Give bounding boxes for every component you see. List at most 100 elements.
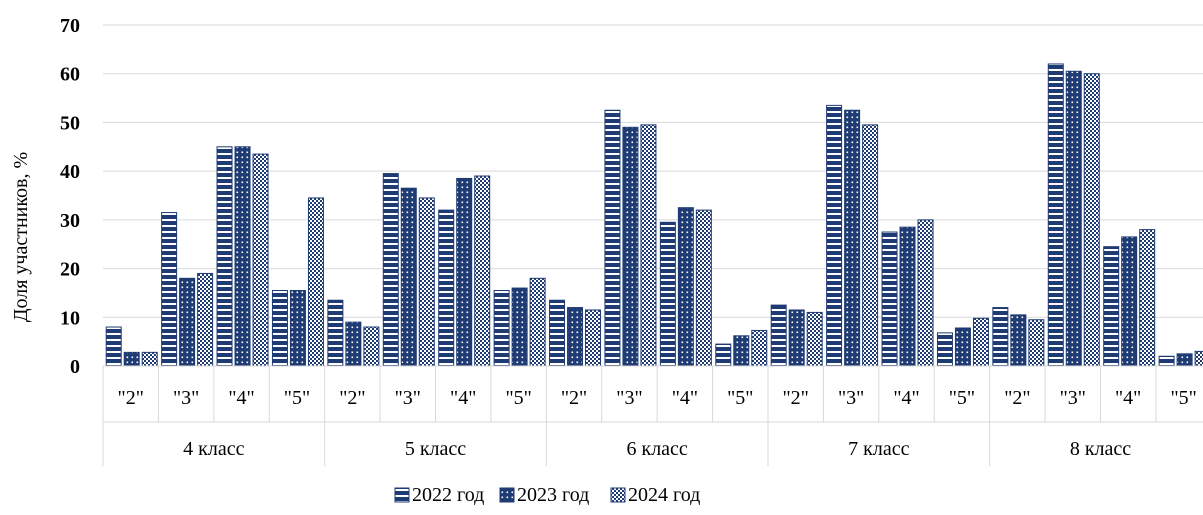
bar: [826, 104, 843, 367]
x-tick-label: "5": [505, 387, 531, 409]
bar: [1176, 353, 1193, 367]
bar: [1139, 229, 1156, 367]
legend-label: 2023 год: [517, 484, 589, 506]
bar: [862, 124, 879, 367]
gridlines: 0 10 20 30 40 50 60 70: [60, 15, 1203, 378]
bar: [954, 327, 971, 367]
bar: [788, 309, 805, 367]
x-tick-label: "2": [561, 387, 587, 409]
axes: "2" "3" "4" "5" "2" "3" "4" "5" "2" "3" "4" "5" "2" "…: [102, 365, 1203, 466]
x-tick-label: "2": [118, 387, 144, 409]
bar: [1194, 350, 1203, 367]
bar: [1010, 314, 1027, 367]
x-tick-label: "4": [672, 387, 698, 409]
bar: [289, 289, 306, 367]
bars: [105, 63, 1203, 367]
bar: [640, 124, 657, 367]
bar: [179, 277, 196, 367]
bar: [197, 272, 214, 367]
bar: [992, 307, 1009, 367]
bar: [659, 221, 676, 367]
y-tick-label: 10: [60, 307, 80, 329]
bar: [327, 299, 344, 367]
bar: [917, 219, 934, 367]
bar: [844, 109, 861, 367]
y-tick-label: 70: [60, 15, 80, 37]
bar: [549, 299, 566, 367]
x-tick-label: "4": [1115, 387, 1141, 409]
bar: [751, 329, 768, 367]
y-tick-label: 50: [60, 112, 80, 134]
x-tick-label: "3": [173, 387, 199, 409]
legend-swatch: [610, 487, 626, 503]
y-tick-label: 30: [60, 210, 80, 232]
bar: [567, 307, 584, 367]
bar: [972, 317, 989, 367]
bar: [1158, 355, 1175, 367]
x-tick-label: "3": [395, 387, 421, 409]
bar: [438, 209, 455, 367]
bar: [474, 175, 491, 367]
legend-label: 2022 год: [412, 484, 484, 506]
bar: [307, 197, 324, 367]
y-axis-title: Доля участников, %: [10, 152, 32, 322]
bar: [418, 197, 435, 367]
bar: [1047, 63, 1064, 367]
bar: [1065, 70, 1082, 367]
x-group-label: 4 класс: [183, 438, 244, 460]
bar: [695, 209, 712, 367]
bar: [216, 146, 233, 367]
legend: 2022 год 2023 год 2024 год: [394, 484, 700, 506]
x-tick-label: "3": [838, 387, 864, 409]
x-group-label: 5 класс: [405, 438, 466, 460]
bar: [770, 304, 787, 367]
bar: [252, 153, 269, 367]
y-tick-label: 0: [70, 356, 80, 378]
bar: [806, 311, 823, 367]
x-group-label: 8 класс: [1070, 438, 1131, 460]
bar: [400, 187, 417, 367]
bar: [234, 146, 251, 367]
bar: [363, 326, 380, 367]
x-tick-label: "5": [284, 387, 310, 409]
bar: [715, 343, 732, 367]
bar: [345, 321, 362, 367]
x-group-label: 6 класс: [626, 438, 687, 460]
bar: [881, 231, 898, 367]
x-tick-label: "4": [228, 387, 254, 409]
bar: [733, 335, 750, 367]
bar: [677, 207, 694, 367]
bar: [1103, 246, 1120, 367]
x-group-label: 7 класс: [848, 438, 909, 460]
x-tick-label: "5": [1170, 387, 1196, 409]
x-tick-label: "3": [1060, 387, 1086, 409]
bar: [271, 289, 288, 367]
legend-swatch: [499, 487, 515, 503]
bar: [493, 289, 510, 367]
legend-swatch: [394, 487, 410, 503]
y-tick-label: 20: [60, 259, 80, 281]
x-tick-label: "2": [339, 387, 365, 409]
x-tick-label: "5": [949, 387, 975, 409]
bar: [123, 351, 140, 367]
bar: [604, 109, 621, 367]
bar: [936, 332, 953, 367]
bar: [161, 212, 178, 367]
y-tick-label: 40: [60, 161, 80, 183]
bar: [105, 326, 122, 367]
bar: [1121, 236, 1138, 367]
bar: [141, 351, 158, 367]
bar: [382, 173, 399, 367]
bar: [529, 277, 546, 367]
bar: [585, 309, 602, 367]
bar: [622, 126, 639, 367]
bar: [899, 226, 916, 367]
x-tick-label: "3": [616, 387, 642, 409]
bar: [511, 287, 528, 367]
x-tick-label: "2": [783, 387, 809, 409]
x-tick-label: "4": [893, 387, 919, 409]
bar: [1028, 319, 1045, 367]
x-tick-label: "5": [727, 387, 753, 409]
bar: [456, 177, 473, 367]
